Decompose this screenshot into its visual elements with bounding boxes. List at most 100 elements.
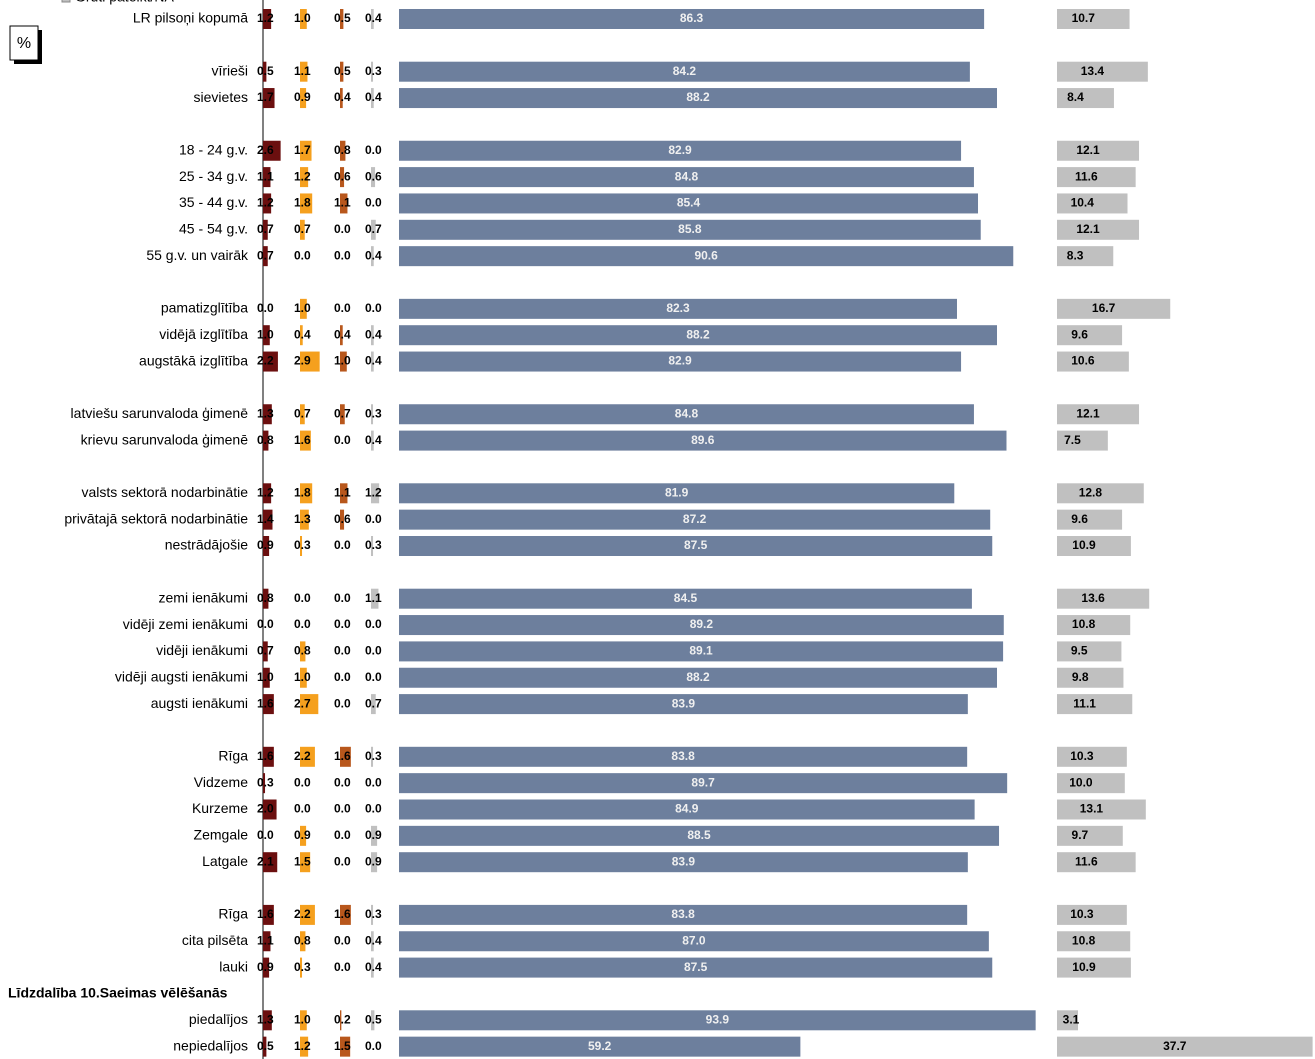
bar: [1057, 536, 1131, 556]
value-label: 81.9: [665, 485, 689, 499]
value-label: 93.9: [706, 1012, 730, 1026]
bar: [399, 746, 968, 767]
value-label: 10.3: [1070, 907, 1094, 921]
value-label: 11.6: [1075, 169, 1098, 183]
value-label: 0.0: [334, 433, 351, 447]
value-label: 1.6: [334, 749, 351, 763]
bar: [1057, 852, 1136, 873]
value-label: 10.0: [1069, 775, 1093, 789]
bar: [399, 667, 997, 688]
bar: [399, 351, 962, 372]
bar: [371, 1010, 375, 1031]
bar: [1057, 931, 1131, 952]
value-label: 88.2: [686, 670, 710, 684]
bar: [1057, 404, 1140, 425]
value-label: 0.0: [334, 775, 351, 789]
bar: [1057, 641, 1122, 662]
value-label: 0.4: [365, 90, 382, 104]
bar: [300, 219, 305, 240]
value-label: 0.7: [257, 248, 274, 262]
bar: [1057, 615, 1131, 636]
value-label: 87.0: [682, 933, 706, 947]
bar: [263, 167, 271, 188]
value-label: 0.3: [365, 406, 382, 420]
category-label: vidēji augsti ienākumi: [115, 668, 248, 684]
value-label: 2.7: [294, 696, 311, 710]
value-label: 0.0: [365, 644, 382, 658]
value-label: 0.6: [365, 169, 382, 183]
value-label: 0.6: [334, 169, 351, 183]
bar: [263, 193, 272, 214]
value-label: 1.0: [334, 354, 351, 368]
value-label: 84.9: [675, 802, 699, 816]
value-label: 1.2: [257, 485, 274, 499]
bar: [263, 325, 270, 346]
value-label: 1.2: [257, 196, 274, 210]
value-label: 90.6: [694, 248, 718, 262]
value-label: 1.2: [257, 11, 274, 25]
value-label: 1.1: [257, 169, 274, 183]
category-label: valsts sektorā nodarbinātie: [81, 484, 248, 500]
value-label: 89.6: [691, 433, 715, 447]
bar: [371, 931, 374, 952]
bar: [300, 667, 307, 688]
value-label: 82.9: [668, 143, 692, 157]
category-label: Latgale: [202, 853, 248, 869]
bar: [263, 588, 269, 609]
category-label: cita pilsēta: [182, 932, 248, 948]
value-label: 0.0: [334, 960, 351, 974]
category-label: piedalījos: [189, 1011, 248, 1027]
value-label: 0.2: [334, 1012, 351, 1026]
category-label: 35 - 44 g.v.: [179, 194, 248, 210]
value-label: 84.2: [673, 64, 697, 78]
value-label: 7.5: [1064, 433, 1081, 447]
bar: [340, 167, 345, 188]
value-label: 2.2: [294, 749, 311, 763]
bar: [263, 430, 269, 451]
bar: [1057, 9, 1130, 29]
value-label: 10.7: [1072, 11, 1096, 25]
value-label: 1.3: [294, 512, 311, 526]
value-label: 0.0: [365, 617, 382, 631]
bar: [399, 193, 979, 214]
value-label: 0.4: [365, 354, 382, 368]
bar: [300, 825, 307, 846]
bar: [1057, 904, 1127, 925]
bar: [300, 483, 313, 504]
value-label: 1.1: [334, 485, 351, 499]
value-label: 0.0: [334, 222, 351, 236]
bar: [399, 799, 975, 820]
value-label: 1.6: [334, 907, 351, 921]
category-label: 45 - 54 g.v.: [179, 221, 248, 237]
bar: [1057, 246, 1114, 267]
category-label: latviešu sarunvaloda ģimenē: [71, 405, 249, 421]
bar: [340, 9, 344, 29]
bar: [399, 9, 985, 29]
value-label: 84.5: [674, 591, 698, 605]
value-label: 89.7: [691, 775, 715, 789]
bar: [399, 825, 1000, 846]
value-label: 13.1: [1080, 802, 1104, 816]
value-label: 9.6: [1071, 512, 1088, 526]
bar: [1057, 140, 1140, 161]
bar: [399, 167, 974, 188]
value-label: 0.8: [294, 933, 311, 947]
bar: [1057, 430, 1108, 451]
value-label: 0.7: [294, 222, 311, 236]
bar: [399, 219, 981, 240]
value-label: 0.4: [365, 248, 382, 262]
bar: [300, 351, 320, 372]
bar: [399, 1010, 1036, 1031]
bar: [399, 140, 962, 161]
bar: [300, 694, 319, 715]
bar: [1057, 483, 1144, 504]
value-label: 0.0: [365, 512, 382, 526]
value-label: 0.0: [257, 301, 274, 315]
bar: [300, 88, 307, 109]
bar: [399, 509, 991, 530]
bar: [399, 298, 957, 319]
unit-label: %: [17, 35, 31, 52]
value-label: 0.3: [257, 775, 274, 789]
bar: [1057, 509, 1123, 530]
bar: [399, 615, 1004, 636]
